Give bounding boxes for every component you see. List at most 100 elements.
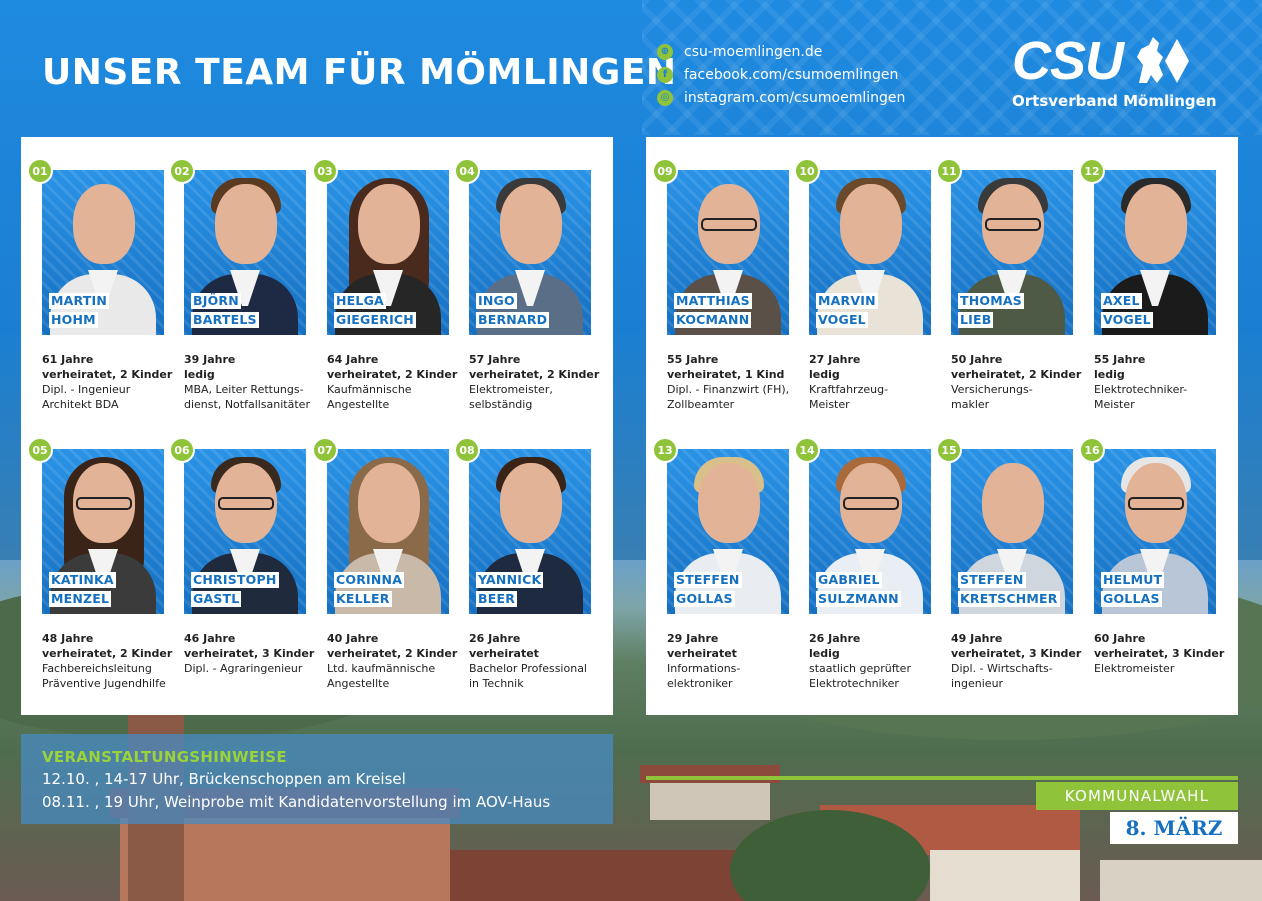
events-title: VERANSTALTUNGSHINWEISE bbox=[42, 748, 287, 766]
candidate-name: HELMUT GOLLAS bbox=[1101, 572, 1165, 610]
candidate-number-badge: 01 bbox=[27, 158, 53, 184]
face bbox=[358, 184, 420, 264]
candidate-name: CORINNA KELLER bbox=[334, 572, 405, 610]
candidate-number-badge: 05 bbox=[27, 437, 53, 463]
face bbox=[215, 184, 277, 264]
candidate-info: 49 Jahre verheiratet, 3 Kinder Dipl. - W… bbox=[951, 631, 1091, 691]
candidate-job: Angestellte bbox=[327, 398, 390, 411]
candidate-job: Kaufmännische bbox=[327, 383, 412, 396]
candidate-name: STEFFEN KRETSCHMER bbox=[958, 572, 1060, 610]
face bbox=[1125, 184, 1187, 264]
candidate-number-badge: 10 bbox=[794, 158, 820, 184]
candidate-job: Dipl. - Agraringenieur bbox=[184, 662, 303, 675]
candidate-job: Elektromeister, bbox=[469, 383, 553, 396]
candidate-name: CHRISTOPH GASTL bbox=[191, 572, 279, 610]
candidate-photo: BJÖRN BARTELS bbox=[184, 170, 306, 335]
candidate-photo: CORINNA KELLER bbox=[327, 449, 449, 614]
candidate-number-badge: 02 bbox=[169, 158, 195, 184]
face bbox=[73, 463, 135, 543]
candidate-number-badge: 06 bbox=[169, 437, 195, 463]
candidate-status: verheiratet, 3 Kinder bbox=[951, 647, 1082, 660]
last-name: VOGEL bbox=[816, 312, 868, 328]
first-name: KATINKA bbox=[49, 572, 116, 588]
candidate-age: 26 Jahre bbox=[809, 632, 861, 645]
first-name: STEFFEN bbox=[674, 572, 742, 588]
face bbox=[982, 463, 1044, 543]
events-box: VERANSTALTUNGSHINWEISE 12.10. , 14-17 Uh… bbox=[21, 734, 613, 824]
candidate-name: GABRIEL SULZMANN bbox=[816, 572, 901, 610]
candidate-job: in Technik bbox=[469, 677, 524, 690]
candidate-status: ledig bbox=[184, 368, 215, 381]
instagram-link[interactable]: ◎ instagram.com/csumoemlingen bbox=[657, 86, 905, 109]
glasses bbox=[218, 497, 274, 510]
candidate-job: Bachelor Professional bbox=[469, 662, 587, 675]
last-name: SULZMANN bbox=[816, 591, 901, 607]
candidate-name: INGO BERNARD bbox=[476, 293, 550, 331]
first-name: MARTIN bbox=[49, 293, 110, 309]
first-name: INGO bbox=[476, 293, 517, 309]
candidate-info: 26 Jahre verheiratet Bachelor Profession… bbox=[469, 631, 609, 691]
candidate-job: Informations- bbox=[667, 662, 741, 675]
candidate-job: Meister bbox=[809, 398, 850, 411]
candidate-info: 29 Jahre verheiratet Informations- elekt… bbox=[667, 631, 807, 691]
first-name: AXEL bbox=[1101, 293, 1142, 309]
candidate-photo: MATTHIAS KOCMANN bbox=[667, 170, 789, 335]
last-name: BARTELS bbox=[191, 312, 259, 328]
glasses bbox=[1128, 497, 1184, 510]
divider-line bbox=[646, 776, 1238, 780]
candidate-number-badge: 13 bbox=[652, 437, 678, 463]
election-label: KOMMUNALWAHL bbox=[1036, 782, 1238, 810]
event-item: 08.11. , 19 Uhr, Weinprobe mit Kandidate… bbox=[42, 793, 551, 811]
candidate-number-badge: 11 bbox=[936, 158, 962, 184]
candidate-status: verheiratet, 2 Kinder bbox=[951, 368, 1082, 381]
facebook-link[interactable]: f facebook.com/csumoemlingen bbox=[657, 63, 905, 86]
candidate-number-badge: 03 bbox=[312, 158, 338, 184]
last-name: GASTL bbox=[191, 591, 242, 607]
candidate-name: THOMAS LIEB bbox=[958, 293, 1024, 331]
candidate-job: Elektrotechniker- bbox=[1094, 383, 1188, 396]
candidate-info: 64 Jahre verheiratet, 2 Kinder Kaufmänni… bbox=[327, 352, 467, 412]
election-date: 8. MÄRZ bbox=[1110, 812, 1238, 844]
candidate-age: 57 Jahre bbox=[469, 353, 521, 366]
candidate-status: verheiratet, 3 Kinder bbox=[1094, 647, 1225, 660]
candidate-info: 61 Jahre verheiratet, 2 Kinder Dipl. - I… bbox=[42, 352, 182, 412]
website-link[interactable]: ⊕ csu-moemlingen.de bbox=[657, 40, 905, 63]
candidate-number-badge: 12 bbox=[1079, 158, 1105, 184]
candidate-age: 64 Jahre bbox=[327, 353, 379, 366]
face bbox=[73, 184, 135, 264]
candidate-number-badge: 15 bbox=[936, 437, 962, 463]
csu-brand: CSU Ortsverband Mömlingen bbox=[1012, 34, 1222, 110]
candidate-job: selbständig bbox=[469, 398, 533, 411]
facebook-icon: f bbox=[657, 66, 673, 83]
candidate-status: verheiratet bbox=[667, 647, 737, 660]
candidate-info: 26 Jahre ledig staatlich geprüfter Elekt… bbox=[809, 631, 949, 691]
candidate-age: 61 Jahre bbox=[42, 353, 94, 366]
candidate-job: Zollbeamter bbox=[667, 398, 735, 411]
candidate-job: staatlich geprüfter bbox=[809, 662, 911, 675]
candidate-age: 39 Jahre bbox=[184, 353, 236, 366]
candidate-number-badge: 07 bbox=[312, 437, 338, 463]
first-name: GABRIEL bbox=[816, 572, 882, 588]
candidate-job: Ltd. kaufmännische bbox=[327, 662, 436, 675]
candidate-job: Architekt BDA bbox=[42, 398, 119, 411]
candidate-age: 50 Jahre bbox=[951, 353, 1003, 366]
first-name: HELGA bbox=[334, 293, 386, 309]
candidate-age: 55 Jahre bbox=[1094, 353, 1146, 366]
candidate-name: AXEL VOGEL bbox=[1101, 293, 1153, 331]
candidate-job: MBA, Leiter Rettungs- bbox=[184, 383, 304, 396]
page-title: UNSER TEAM FÜR MÖMLINGEN bbox=[42, 52, 677, 93]
candidate-age: 26 Jahre bbox=[469, 632, 521, 645]
face bbox=[500, 184, 562, 264]
face bbox=[215, 463, 277, 543]
candidate-name: MARVIN VOGEL bbox=[816, 293, 878, 331]
candidate-name: MATTHIAS KOCMANN bbox=[674, 293, 752, 331]
first-name: CORINNA bbox=[334, 572, 405, 588]
csu-logo: CSU bbox=[1012, 31, 1124, 91]
candidate-info: 55 Jahre verheiratet, 1 Kind Dipl. - Fin… bbox=[667, 352, 807, 412]
glasses bbox=[985, 218, 1041, 231]
face bbox=[1125, 463, 1187, 543]
website-label: csu-moemlingen.de bbox=[684, 43, 823, 60]
candidate-name: MARTIN HOHM bbox=[49, 293, 110, 331]
candidate-status: ledig bbox=[1094, 368, 1125, 381]
last-name: KOCMANN bbox=[674, 312, 752, 328]
